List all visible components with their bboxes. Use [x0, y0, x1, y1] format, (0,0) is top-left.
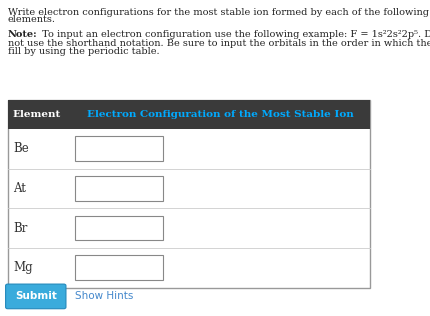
- Bar: [74, 255, 163, 280]
- FancyBboxPatch shape: [6, 284, 66, 309]
- Text: At: At: [13, 182, 26, 195]
- Text: Write electron configurations for the most stable ion formed by each of the foll: Write electron configurations for the mo…: [8, 8, 428, 17]
- Text: Element: Element: [13, 110, 61, 119]
- Bar: [74, 216, 163, 240]
- Text: Submit: Submit: [15, 291, 57, 301]
- Bar: [8, 100, 369, 129]
- Bar: [8, 100, 369, 288]
- Text: Note:: Note:: [8, 30, 37, 39]
- Text: not use the shorthand notation. Be sure to input the orbitals in the order in wh: not use the shorthand notation. Be sure …: [8, 39, 430, 47]
- Text: fill by using the periodic table.: fill by using the periodic table.: [8, 47, 159, 56]
- Text: Electron Configuration of the Most Stable Ion: Electron Configuration of the Most Stabl…: [87, 110, 353, 119]
- Bar: [74, 176, 163, 201]
- Text: Be: Be: [13, 142, 29, 155]
- Text: Mg: Mg: [13, 261, 33, 274]
- Text: Show Hints: Show Hints: [74, 291, 132, 301]
- Text: elements.: elements.: [8, 15, 55, 24]
- Text: Br: Br: [13, 222, 27, 234]
- Text: To input an electron configuration use the following example: F = 1s²2s²2p⁵. Do: To input an electron configuration use t…: [39, 30, 430, 39]
- Bar: [74, 137, 163, 161]
